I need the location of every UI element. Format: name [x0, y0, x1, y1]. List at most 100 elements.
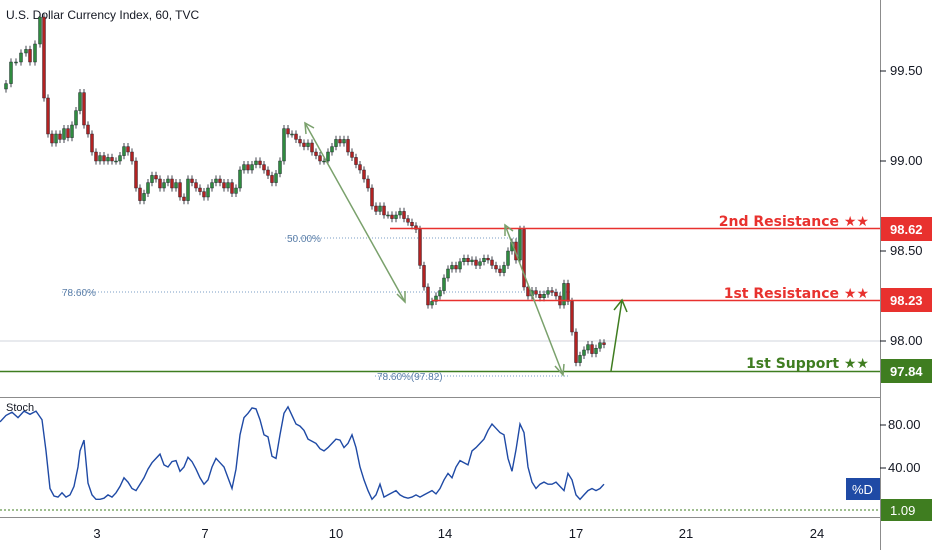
candle-body [126, 146, 130, 153]
x-tick-label: 21 [679, 526, 693, 541]
candle-body [414, 225, 418, 230]
arrow-down-2-head [554, 363, 565, 377]
candle-body [498, 268, 502, 273]
candle-body [42, 16, 46, 99]
candle-body [306, 142, 310, 147]
candle-body [318, 155, 322, 162]
candle-body [586, 344, 590, 351]
candle-body [290, 133, 294, 136]
candle-body [78, 92, 82, 111]
candle-body [598, 342, 602, 349]
candle-body [406, 218, 410, 223]
x-tick-label: 10 [329, 526, 343, 541]
candle-body [234, 187, 238, 194]
stoch-tick-label: 80.00 [888, 417, 921, 432]
candle-body [502, 265, 506, 273]
candle-body [446, 268, 450, 279]
candle-body [182, 196, 186, 201]
candle-body [302, 142, 306, 147]
candle-body [66, 128, 70, 138]
resistance-2-label: 2nd Resistance ★★ [719, 214, 869, 230]
x-tick-label: 14 [438, 526, 452, 541]
candle-body [94, 151, 98, 162]
x-tick-label: 3 [93, 526, 100, 541]
candle-body [254, 160, 258, 165]
arrow-down-2 [504, 224, 564, 376]
candle-body [554, 292, 558, 297]
fib-label: 50.00% [287, 234, 321, 245]
candle-body [33, 43, 37, 63]
candle-body [322, 160, 326, 163]
candle-body [430, 301, 434, 306]
x-tick-label: 24 [810, 526, 824, 541]
candle-body [358, 164, 362, 171]
candle-body [326, 151, 330, 162]
candle-body [438, 290, 442, 297]
candle-body [314, 151, 318, 156]
candle-body [214, 178, 218, 183]
candle-body [262, 164, 266, 171]
price-candles [4, 13, 606, 367]
candle-body [282, 128, 286, 162]
candle-body [62, 128, 66, 140]
candle-body [218, 178, 222, 183]
stoch-baseline-value: 1.09 [890, 503, 915, 518]
candle-body [202, 191, 206, 198]
candle-body [574, 331, 578, 363]
candle-body [210, 182, 214, 189]
candle-body [38, 16, 42, 45]
candle-body [426, 286, 430, 306]
candle-body [86, 124, 90, 135]
candle-body [458, 261, 462, 270]
candle-body [278, 160, 282, 174]
candle-body [346, 139, 350, 153]
stoch-tick-label: 40.00 [888, 460, 921, 475]
y-tick-label: 99.50 [890, 63, 923, 78]
candle-body [4, 83, 8, 90]
candle-body [114, 160, 118, 163]
x-tick-label: 7 [201, 526, 208, 541]
fib-label: 78.60% [62, 288, 96, 299]
candle-body [418, 229, 422, 266]
candle-body [74, 110, 78, 126]
candle-body [370, 187, 374, 207]
stoch-d-badge [846, 478, 880, 500]
candle-body [174, 182, 178, 189]
candle-body [186, 178, 190, 201]
candle-body [526, 286, 530, 297]
candle-body [522, 229, 526, 288]
candle-body [478, 261, 482, 266]
candle-body [398, 211, 402, 216]
candle-body [19, 52, 23, 63]
candle-body [118, 155, 122, 162]
candle-body [390, 214, 394, 219]
candle-body [170, 178, 174, 189]
y-tick-label: 99.00 [890, 153, 923, 168]
candle-body [466, 258, 470, 263]
y-tick-label: 98.00 [890, 333, 923, 348]
candle-body [402, 211, 406, 219]
support-1-value: 97.84 [890, 364, 923, 379]
candle-body [386, 214, 390, 217]
candle-body [450, 265, 454, 270]
resistance-1-badge [881, 288, 932, 312]
candle-body [578, 355, 582, 363]
candle-body [534, 290, 538, 295]
candle-body [134, 160, 138, 189]
candle-body [374, 205, 378, 212]
resistance-1-label: 1st Resistance ★★ [724, 286, 869, 302]
candle-body [24, 49, 28, 54]
candle-body [490, 259, 494, 266]
candle-body [546, 290, 550, 295]
fib-label: 78.60%(97.82) [377, 372, 443, 383]
candle-body [538, 294, 542, 299]
arrow-down-1 [304, 122, 406, 303]
candle-body [350, 151, 354, 158]
candle-body [130, 151, 134, 162]
candle-body [342, 139, 346, 144]
candle-body [166, 178, 170, 183]
candle-body [550, 290, 554, 293]
candle-body [462, 258, 466, 263]
candle-body [58, 133, 62, 140]
candle-body [206, 187, 210, 198]
